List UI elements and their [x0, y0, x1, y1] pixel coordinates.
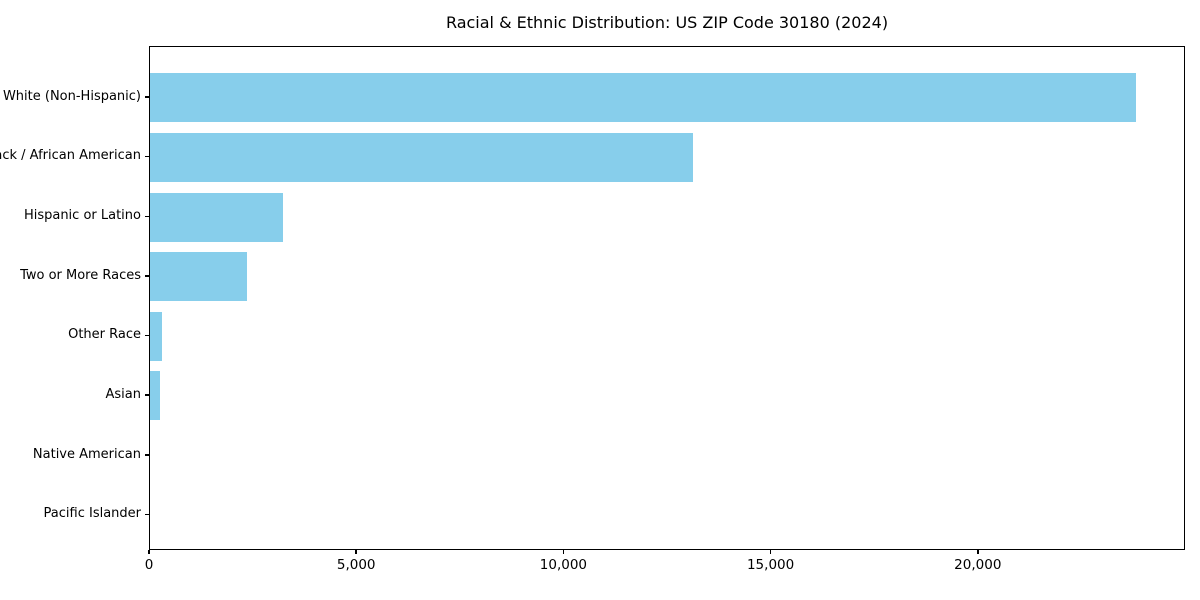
- y-axis-tick: [145, 96, 149, 98]
- x-axis-label: 0: [144, 557, 154, 573]
- x-axis-tick: [148, 550, 150, 554]
- bar-other-race: [150, 311, 163, 361]
- y-axis-label: White (Non-Hispanic): [2, 88, 141, 104]
- plot-area: [149, 46, 1185, 550]
- y-axis-tick: [145, 215, 149, 218]
- x-axis-tick: [355, 550, 357, 554]
- x-axis-tick: [977, 550, 979, 554]
- y-axis-label: Other Race: [68, 327, 141, 343]
- y-axis-tick: [145, 334, 149, 337]
- bar-white-non-hispanic-: [150, 73, 1137, 123]
- bar-black-african-american: [150, 132, 693, 182]
- y-axis-label: Asian: [105, 386, 141, 402]
- bar-two-or-more-races: [150, 252, 247, 302]
- y-axis-tick: [145, 454, 149, 456]
- x-axis-label: 5,000: [336, 557, 376, 573]
- y-axis-label: Pacific Islander: [43, 506, 141, 522]
- y-axis-label: Black / African American: [0, 148, 141, 164]
- x-axis-label: 20,000: [954, 557, 1002, 573]
- bar-hispanic-or-latino: [150, 192, 283, 242]
- y-axis-tick: [145, 513, 149, 516]
- bar-asian: [150, 371, 160, 421]
- y-axis-tick: [145, 275, 149, 277]
- y-axis-tick: [145, 155, 149, 158]
- x-axis-tick: [769, 550, 772, 554]
- x-axis-label: 15,000: [746, 557, 795, 573]
- x-axis-tick: [562, 550, 565, 554]
- y-axis-label: Hispanic or Latino: [23, 208, 141, 224]
- chart-title: Racial & Ethnic Distribution: US ZIP Cod…: [445, 13, 889, 32]
- y-axis-label: Two or More Races: [20, 267, 141, 283]
- x-axis-label: 10,000: [539, 557, 588, 573]
- y-axis-tick: [145, 394, 149, 396]
- y-axis-label: Native American: [32, 446, 141, 462]
